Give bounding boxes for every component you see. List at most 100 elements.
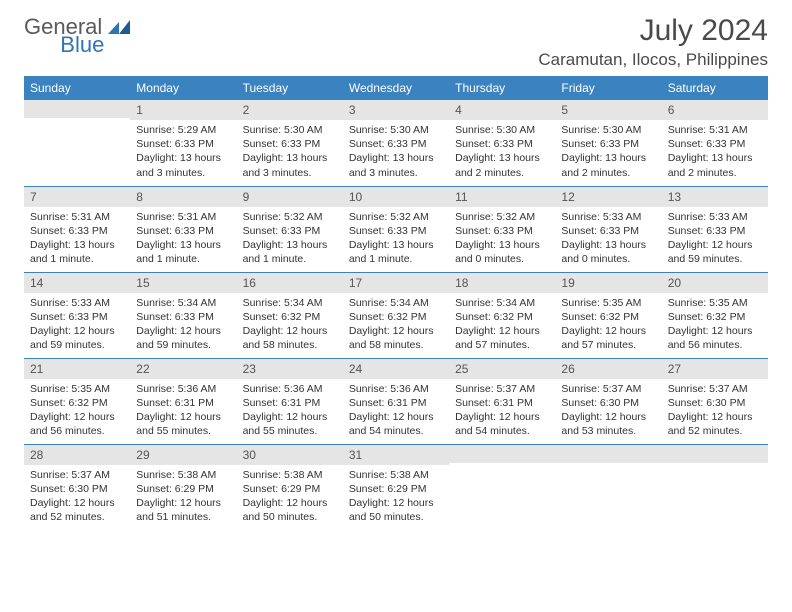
calendar-cell: 22Sunrise: 5:36 AMSunset: 6:31 PMDayligh…: [130, 358, 236, 444]
calendar-cell: 5Sunrise: 5:30 AMSunset: 6:33 PMDaylight…: [555, 100, 661, 186]
daylight-text: Daylight: 12 hours and 50 minutes.: [243, 496, 337, 524]
sunset-text: Sunset: 6:32 PM: [243, 310, 337, 324]
sunrise-text: Sunrise: 5:31 AM: [136, 210, 230, 224]
sunset-text: Sunset: 6:32 PM: [349, 310, 443, 324]
sunset-text: Sunset: 6:32 PM: [668, 310, 762, 324]
brand-part2: Blue: [60, 32, 104, 58]
day-number: [662, 445, 768, 463]
daylight-text: Daylight: 12 hours and 55 minutes.: [243, 410, 337, 438]
sunset-text: Sunset: 6:33 PM: [30, 224, 124, 238]
calendar-cell: 16Sunrise: 5:34 AMSunset: 6:32 PMDayligh…: [237, 272, 343, 358]
cell-body: Sunrise: 5:32 AMSunset: 6:33 PMDaylight:…: [343, 207, 449, 271]
daylight-text: Daylight: 12 hours and 54 minutes.: [349, 410, 443, 438]
calendar-cell: 21Sunrise: 5:35 AMSunset: 6:32 PMDayligh…: [24, 358, 130, 444]
cell-body: Sunrise: 5:34 AMSunset: 6:32 PMDaylight:…: [449, 293, 555, 357]
sunrise-text: Sunrise: 5:36 AM: [349, 382, 443, 396]
calendar-row: 1Sunrise: 5:29 AMSunset: 6:33 PMDaylight…: [24, 100, 768, 186]
calendar-cell: 6Sunrise: 5:31 AMSunset: 6:33 PMDaylight…: [662, 100, 768, 186]
sunset-text: Sunset: 6:33 PM: [30, 310, 124, 324]
daylight-text: Daylight: 12 hours and 52 minutes.: [30, 496, 124, 524]
sunrise-text: Sunrise: 5:38 AM: [136, 468, 230, 482]
day-number: 30: [237, 445, 343, 465]
calendar-cell: 31Sunrise: 5:38 AMSunset: 6:29 PMDayligh…: [343, 444, 449, 530]
sunrise-text: Sunrise: 5:35 AM: [30, 382, 124, 396]
calendar-cell: 14Sunrise: 5:33 AMSunset: 6:33 PMDayligh…: [24, 272, 130, 358]
calendar-cell: 7Sunrise: 5:31 AMSunset: 6:33 PMDaylight…: [24, 186, 130, 272]
daylight-text: Daylight: 12 hours and 59 minutes.: [30, 324, 124, 352]
calendar-cell: 3Sunrise: 5:30 AMSunset: 6:33 PMDaylight…: [343, 100, 449, 186]
day-number: 14: [24, 273, 130, 293]
sunrise-text: Sunrise: 5:34 AM: [455, 296, 549, 310]
weekday-header: Monday: [130, 76, 236, 100]
day-number: 9: [237, 187, 343, 207]
daylight-text: Daylight: 12 hours and 57 minutes.: [455, 324, 549, 352]
calendar-cell: 11Sunrise: 5:32 AMSunset: 6:33 PMDayligh…: [449, 186, 555, 272]
day-number: 25: [449, 359, 555, 379]
sunrise-text: Sunrise: 5:32 AM: [455, 210, 549, 224]
sunset-text: Sunset: 6:33 PM: [668, 137, 762, 151]
sunset-text: Sunset: 6:31 PM: [455, 396, 549, 410]
sunrise-text: Sunrise: 5:37 AM: [561, 382, 655, 396]
cell-body: Sunrise: 5:31 AMSunset: 6:33 PMDaylight:…: [24, 207, 130, 271]
calendar-cell: 17Sunrise: 5:34 AMSunset: 6:32 PMDayligh…: [343, 272, 449, 358]
daylight-text: Daylight: 12 hours and 58 minutes.: [349, 324, 443, 352]
daylight-text: Daylight: 13 hours and 0 minutes.: [455, 238, 549, 266]
sunrise-text: Sunrise: 5:30 AM: [349, 123, 443, 137]
calendar-cell: 19Sunrise: 5:35 AMSunset: 6:32 PMDayligh…: [555, 272, 661, 358]
page-header: General Blue July 2024 Caramutan, Ilocos…: [24, 14, 768, 70]
sunset-text: Sunset: 6:33 PM: [243, 137, 337, 151]
daylight-text: Daylight: 13 hours and 1 minute.: [243, 238, 337, 266]
cell-body: Sunrise: 5:35 AMSunset: 6:32 PMDaylight:…: [662, 293, 768, 357]
calendar-cell: 4Sunrise: 5:30 AMSunset: 6:33 PMDaylight…: [449, 100, 555, 186]
day-number: 1: [130, 100, 236, 120]
calendar-cell: 29Sunrise: 5:38 AMSunset: 6:29 PMDayligh…: [130, 444, 236, 530]
daylight-text: Daylight: 13 hours and 2 minutes.: [668, 151, 762, 179]
day-number: 3: [343, 100, 449, 120]
cell-body: Sunrise: 5:30 AMSunset: 6:33 PMDaylight:…: [449, 120, 555, 184]
day-number: 21: [24, 359, 130, 379]
sunrise-text: Sunrise: 5:37 AM: [455, 382, 549, 396]
sunset-text: Sunset: 6:30 PM: [30, 482, 124, 496]
day-number: 4: [449, 100, 555, 120]
day-number: 13: [662, 187, 768, 207]
sunrise-text: Sunrise: 5:30 AM: [455, 123, 549, 137]
calendar-row: 7Sunrise: 5:31 AMSunset: 6:33 PMDaylight…: [24, 186, 768, 272]
sunset-text: Sunset: 6:33 PM: [136, 310, 230, 324]
day-number: 20: [662, 273, 768, 293]
month-title: July 2024: [538, 14, 768, 48]
day-number: 7: [24, 187, 130, 207]
calendar-cell: 2Sunrise: 5:30 AMSunset: 6:33 PMDaylight…: [237, 100, 343, 186]
calendar-row: 21Sunrise: 5:35 AMSunset: 6:32 PMDayligh…: [24, 358, 768, 444]
location-text: Caramutan, Ilocos, Philippines: [538, 50, 768, 70]
daylight-text: Daylight: 12 hours and 50 minutes.: [349, 496, 443, 524]
cell-body: Sunrise: 5:38 AMSunset: 6:29 PMDaylight:…: [130, 465, 236, 529]
calendar-cell: 13Sunrise: 5:33 AMSunset: 6:33 PMDayligh…: [662, 186, 768, 272]
sunrise-text: Sunrise: 5:36 AM: [136, 382, 230, 396]
daylight-text: Daylight: 13 hours and 3 minutes.: [349, 151, 443, 179]
sunrise-text: Sunrise: 5:32 AM: [243, 210, 337, 224]
cell-body: Sunrise: 5:35 AMSunset: 6:32 PMDaylight:…: [24, 379, 130, 443]
sunset-text: Sunset: 6:31 PM: [349, 396, 443, 410]
sunset-text: Sunset: 6:33 PM: [243, 224, 337, 238]
sunrise-text: Sunrise: 5:31 AM: [668, 123, 762, 137]
cell-body: Sunrise: 5:34 AMSunset: 6:33 PMDaylight:…: [130, 293, 236, 357]
calendar-cell: 15Sunrise: 5:34 AMSunset: 6:33 PMDayligh…: [130, 272, 236, 358]
cell-body: Sunrise: 5:30 AMSunset: 6:33 PMDaylight:…: [343, 120, 449, 184]
day-number: 15: [130, 273, 236, 293]
day-number: 18: [449, 273, 555, 293]
sunrise-text: Sunrise: 5:36 AM: [243, 382, 337, 396]
cell-body: Sunrise: 5:32 AMSunset: 6:33 PMDaylight:…: [449, 207, 555, 271]
cell-body: Sunrise: 5:34 AMSunset: 6:32 PMDaylight:…: [237, 293, 343, 357]
day-number: 27: [662, 359, 768, 379]
cell-body: Sunrise: 5:37 AMSunset: 6:31 PMDaylight:…: [449, 379, 555, 443]
sunset-text: Sunset: 6:33 PM: [136, 137, 230, 151]
calendar-cell: 8Sunrise: 5:31 AMSunset: 6:33 PMDaylight…: [130, 186, 236, 272]
sunrise-text: Sunrise: 5:34 AM: [349, 296, 443, 310]
day-number: 10: [343, 187, 449, 207]
day-number: [555, 445, 661, 463]
weekday-header: Wednesday: [343, 76, 449, 100]
day-number: 19: [555, 273, 661, 293]
daylight-text: Daylight: 13 hours and 1 minute.: [349, 238, 443, 266]
sunset-text: Sunset: 6:30 PM: [668, 396, 762, 410]
cell-body: Sunrise: 5:37 AMSunset: 6:30 PMDaylight:…: [662, 379, 768, 443]
